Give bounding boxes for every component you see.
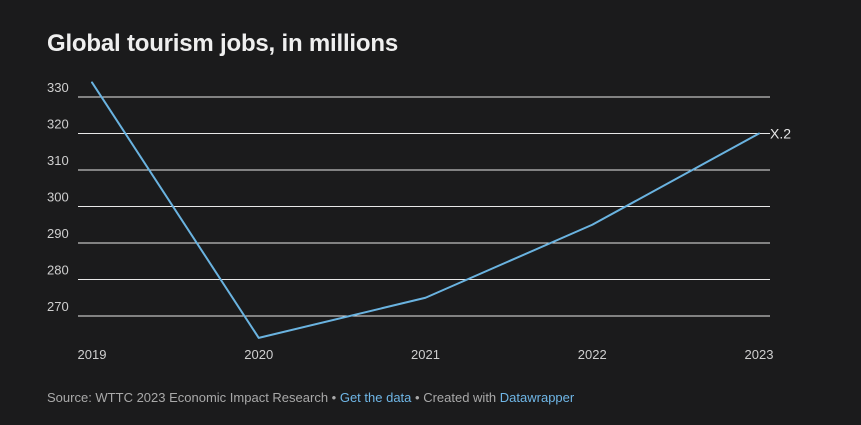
x-tick-label-2019: 2019 [78, 347, 107, 362]
y-tick-label-320: 320 [47, 117, 69, 132]
y-tick-label-300: 300 [47, 190, 69, 205]
created-with-text: Created with [423, 390, 500, 405]
x-tick-label-2023: 2023 [745, 347, 774, 362]
y-tick-label-310: 310 [47, 153, 69, 168]
footer-separator: • [328, 390, 340, 405]
footer-separator: • [411, 390, 424, 405]
y-tick-label-270: 270 [47, 299, 69, 314]
y-tick-label-290: 290 [47, 226, 69, 241]
datawrapper-link[interactable]: Datawrapper [499, 390, 575, 405]
y-tick-label-280: 280 [47, 263, 69, 278]
source-text: Source: WTTC 2023 Economic Impact Resear… [47, 390, 329, 405]
x-tick-label-2020: 2020 [244, 347, 273, 362]
line-end-label: X.2 [770, 126, 791, 142]
series-line-0 [91, 81, 760, 339]
chart-title: Global tourism jobs, in millions [47, 30, 398, 57]
x-tick-label-2022: 2022 [578, 347, 607, 362]
x-tick-label-2021: 2021 [411, 347, 440, 362]
y-tick-label-330: 330 [47, 80, 69, 95]
get-the-data-link[interactable]: Get the data [339, 390, 412, 405]
chart-footer: Source: WTTC 2023 Economic Impact Resear… [47, 390, 574, 405]
